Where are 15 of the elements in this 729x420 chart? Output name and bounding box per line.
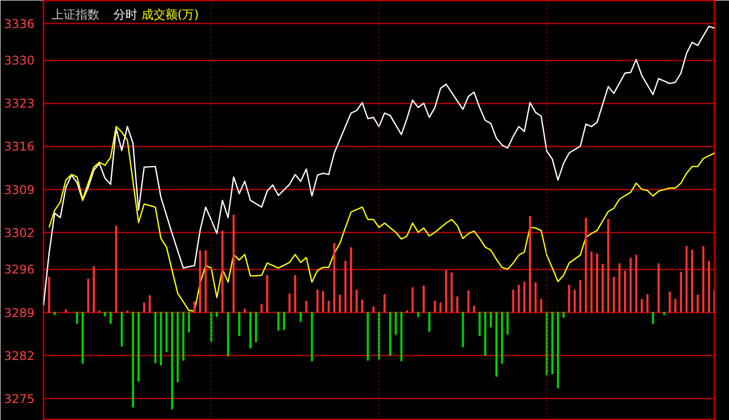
text: 上证指数	[52, 8, 100, 22]
y-tick-label: 3309	[4, 182, 35, 197]
line-series	[48, 126, 714, 312]
y-tick-label: 3302	[4, 226, 35, 240]
text: 成交额(万)	[142, 8, 199, 22]
y-tick-label: 3323	[4, 96, 35, 111]
line-series	[44, 26, 714, 306]
text: 分时	[114, 8, 138, 22]
y-tick-label: 3296	[4, 262, 35, 277]
y-tick-label: 3330	[4, 54, 35, 68]
y-tick-label: 3275	[4, 392, 35, 406]
y-tick-label: 3336	[4, 16, 35, 31]
y-tick-label: 3282	[4, 348, 35, 363]
y-tick-label: 3316	[4, 140, 35, 154]
y-tick-label: 3289	[4, 306, 35, 320]
